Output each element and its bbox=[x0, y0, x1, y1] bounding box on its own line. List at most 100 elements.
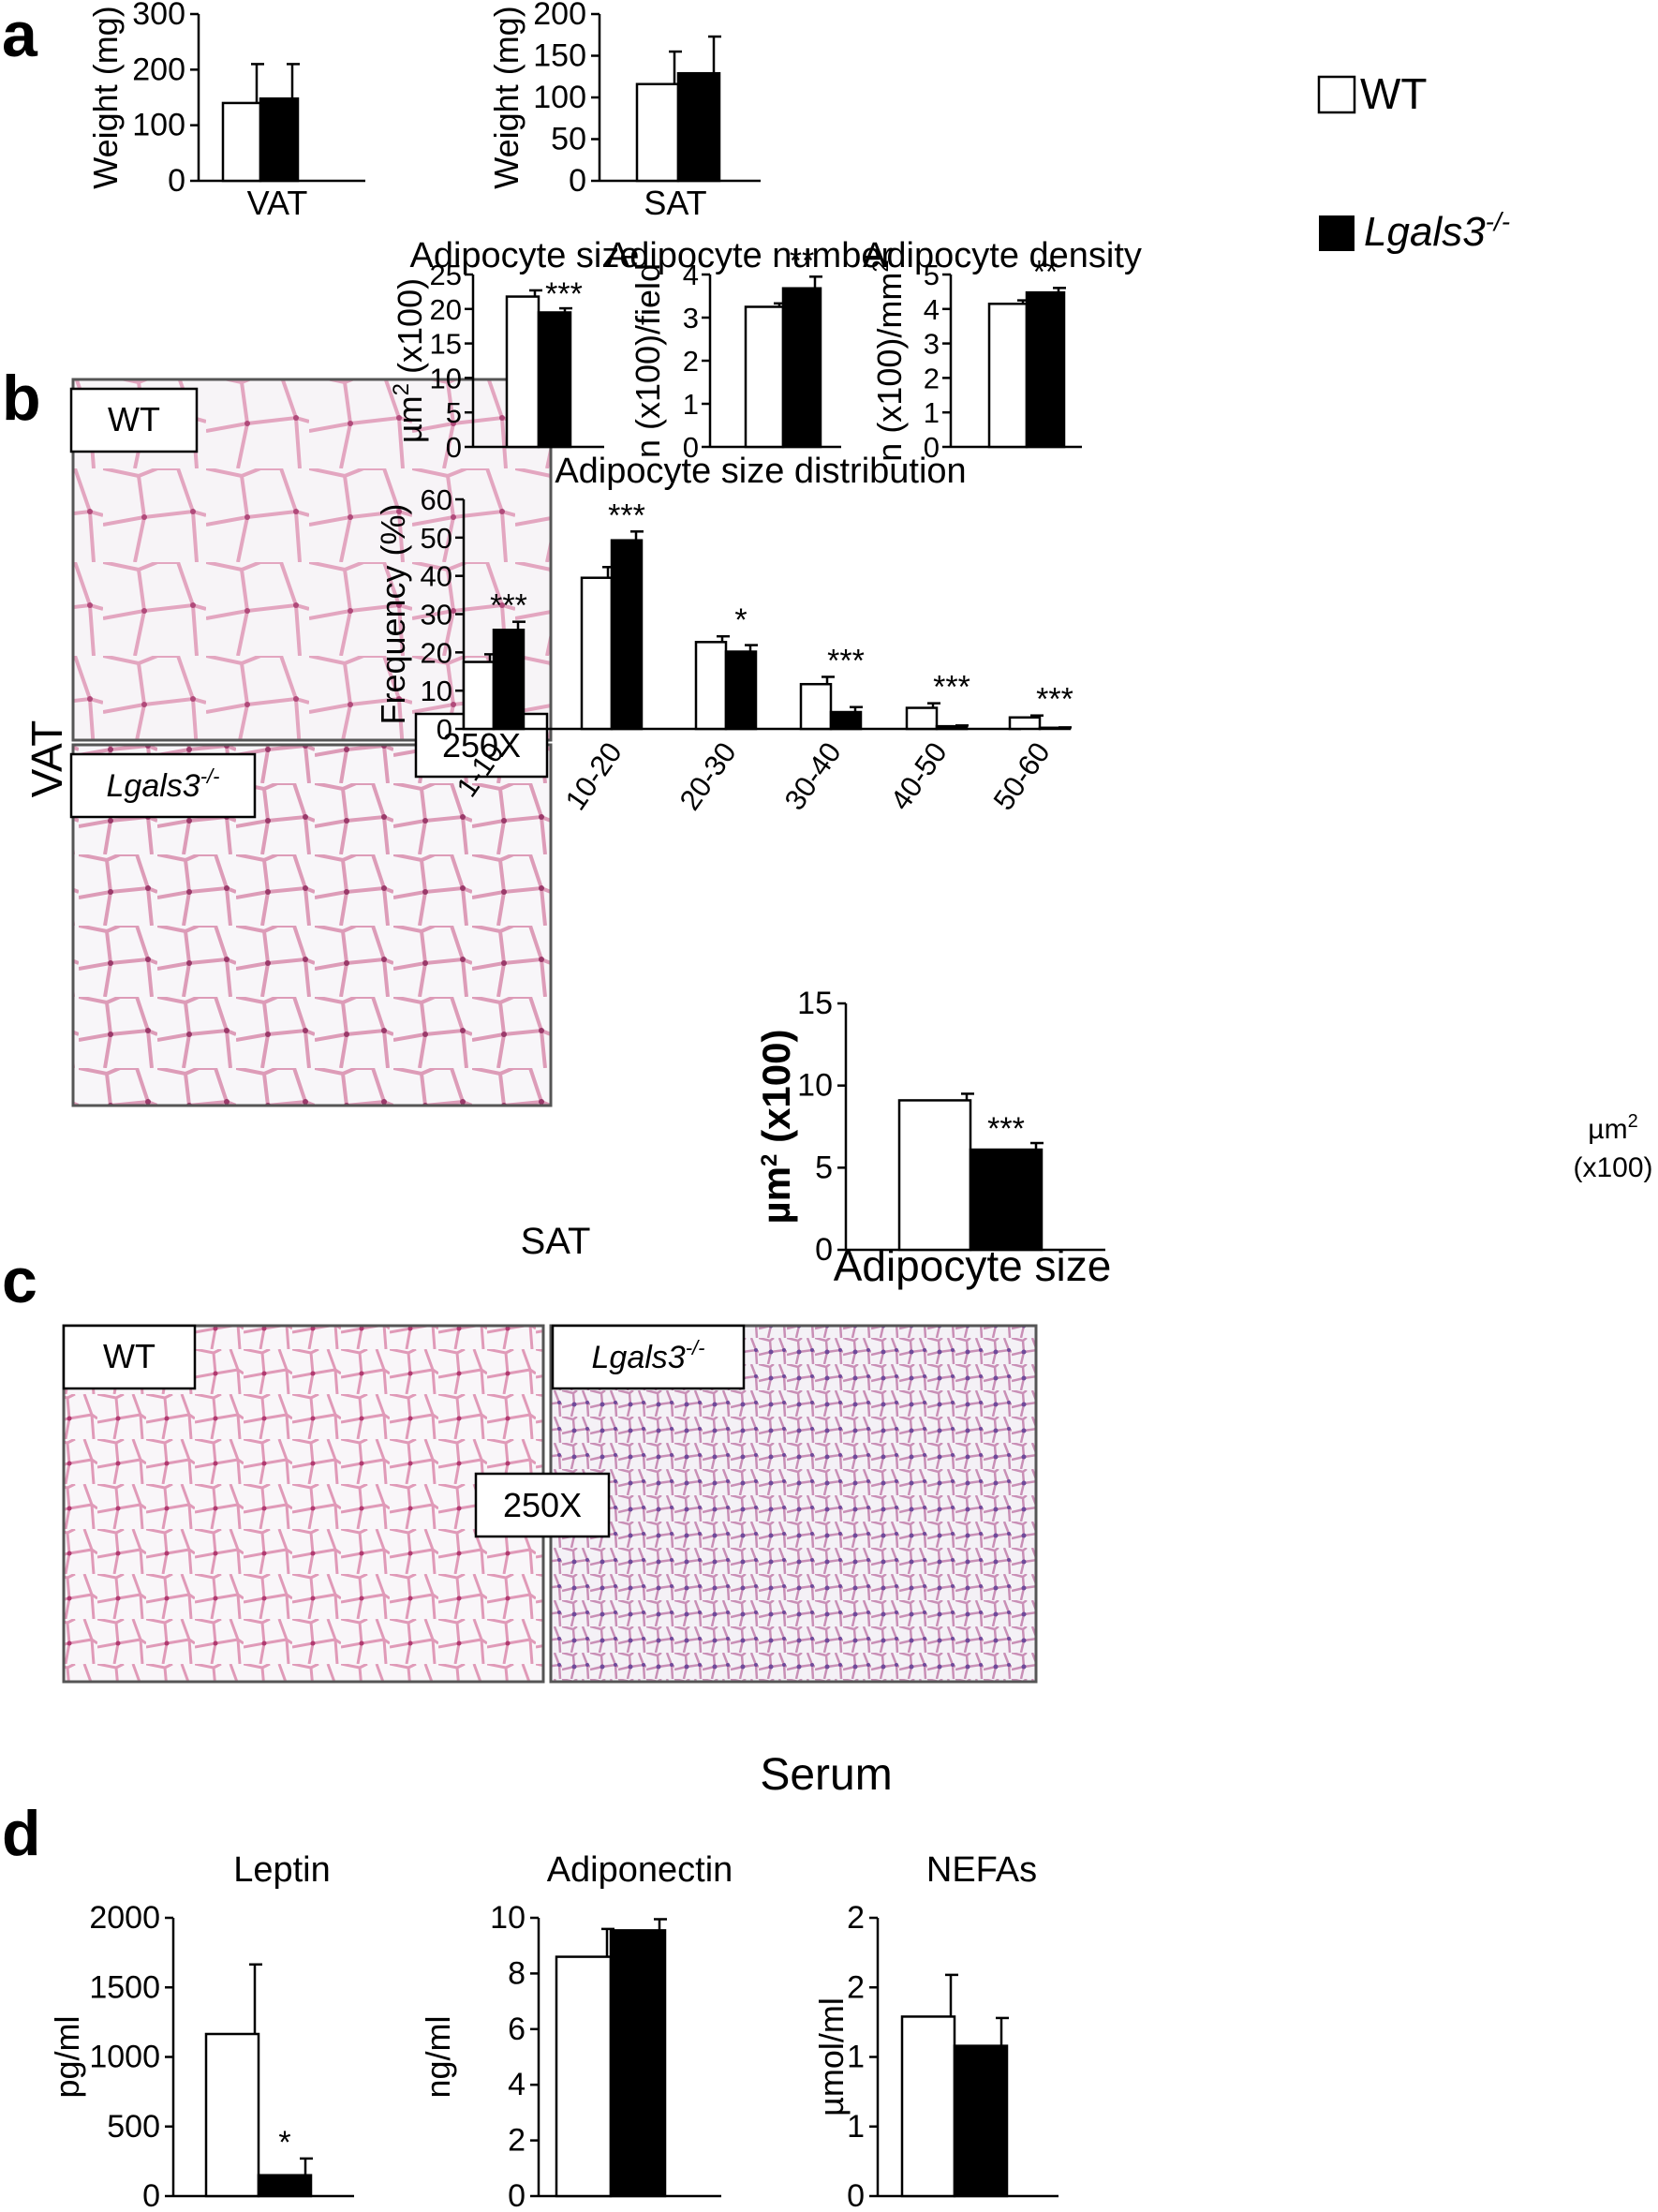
chart-title: Adipocyte size distribution bbox=[555, 452, 966, 491]
dist-unit-line1: µm2 bbox=[1588, 1111, 1637, 1145]
chart-title: Adipocyte density bbox=[863, 236, 1142, 275]
y-tick-label: 10 bbox=[797, 1068, 833, 1104]
y-tick-label: 30 bbox=[421, 599, 452, 631]
bar-wt bbox=[694, 641, 728, 731]
y-axis-label: pg/ml bbox=[48, 2015, 86, 2098]
bar-ko bbox=[609, 1929, 667, 2198]
y-tick-label: 100 bbox=[533, 80, 586, 115]
y-tick-label: 2 bbox=[924, 362, 940, 394]
y-tick-label: 20 bbox=[421, 636, 452, 669]
significance-marker: * bbox=[734, 602, 747, 638]
y-tick-label: 3 bbox=[683, 302, 699, 334]
x-tick-label: 50-60 bbox=[987, 736, 1057, 816]
y-tick-label: 2 bbox=[847, 1969, 865, 2005]
chart-d2: Adiponectin 0 2 4 6 8 10 ng/ml bbox=[419, 1850, 733, 2212]
y-tick-label: 5 bbox=[446, 396, 462, 429]
significance-marker: *** bbox=[545, 276, 583, 312]
panel-label-a: a bbox=[2, 0, 38, 70]
bar-ko bbox=[492, 628, 526, 731]
y-axis-label: ng/ml bbox=[419, 2015, 457, 2098]
vat-wt-tag-text: WT bbox=[108, 400, 160, 438]
legend-label-ko: Lgals3-/- bbox=[1364, 207, 1510, 255]
dist-unit-label: µm2 (x100) bbox=[1573, 1111, 1652, 1183]
x-tick-label: 10-20 bbox=[559, 736, 629, 816]
bar-ko bbox=[781, 287, 822, 449]
bar-wt bbox=[744, 305, 785, 449]
panel-label-c: c bbox=[2, 1245, 37, 1316]
bar-wt bbox=[1008, 716, 1042, 731]
y-tick-label: 1 bbox=[924, 396, 940, 429]
y-tick-label: 10 bbox=[430, 362, 462, 394]
vat-side-label: VAT bbox=[22, 720, 71, 798]
y-tick-label: 0 bbox=[924, 431, 940, 464]
chart-d1: Leptin 0 500 1000 1500 2000 pg/ml * bbox=[48, 1850, 354, 2212]
bar-wt bbox=[905, 706, 939, 731]
sat-wt-tag-text: WT bbox=[103, 1337, 155, 1375]
bar-ko bbox=[259, 96, 300, 183]
x-tick-label: 20-30 bbox=[674, 736, 743, 816]
y-tick-label: 6 bbox=[508, 2012, 526, 2047]
y-tick-label: 0 bbox=[569, 163, 586, 199]
bar-wt bbox=[580, 576, 614, 731]
y-axis-label: Frequency (%) bbox=[374, 503, 412, 724]
y-tick-label: 1 bbox=[683, 388, 699, 421]
y-axis-label: µm2 (x100) bbox=[389, 278, 429, 443]
x-tick-label: 40-50 bbox=[884, 736, 954, 816]
x-axis-label: SAT bbox=[644, 184, 706, 222]
y-tick-label: 0 bbox=[847, 2178, 865, 2212]
y-tick-label: 100 bbox=[132, 108, 185, 143]
y-tick-label: 10 bbox=[490, 1900, 526, 1936]
y-tick-label: 2 bbox=[683, 345, 699, 378]
y-tick-label: 5 bbox=[815, 1150, 833, 1185]
sat-mag-tag bbox=[474, 1472, 611, 1538]
bar-ko bbox=[829, 710, 863, 731]
y-tick-label: 2 bbox=[508, 2123, 526, 2159]
significance-marker: *** bbox=[827, 643, 865, 678]
y-tick-label: 8 bbox=[508, 1955, 526, 1991]
significance-marker: ** bbox=[790, 243, 814, 278]
bar-wt bbox=[897, 1099, 972, 1252]
dist-unit-line2: (x100) bbox=[1573, 1152, 1652, 1183]
y-tick-label: 4 bbox=[683, 259, 699, 291]
legend-swatch-ko bbox=[1319, 215, 1355, 251]
y-tick-label: 0 bbox=[815, 1232, 833, 1268]
significance-marker: *** bbox=[987, 1111, 1025, 1147]
y-tick-label: 60 bbox=[421, 483, 452, 516]
y-axis-label: Weight (mg) bbox=[86, 6, 125, 188]
y-tick-label: 10 bbox=[421, 675, 452, 707]
bar-wt bbox=[221, 101, 262, 183]
vat-micrographs: WT Lgals3-/- 250X VAT bbox=[22, 378, 553, 1107]
bar-wt bbox=[462, 661, 496, 731]
y-axis-label: Weight (mg) bbox=[487, 6, 526, 188]
y-tick-label: 4 bbox=[924, 293, 940, 326]
bar-ko bbox=[676, 71, 721, 183]
significance-marker: *** bbox=[490, 588, 527, 624]
y-tick-label: 0 bbox=[683, 431, 699, 464]
y-tick-label: 15 bbox=[430, 328, 462, 361]
y-tick-label: 300 bbox=[132, 0, 185, 32]
bar-ko bbox=[257, 2174, 313, 2198]
chart-title: Adiponectin bbox=[547, 1850, 733, 1890]
vat-wt-tag bbox=[69, 387, 199, 453]
bar-wt bbox=[555, 1955, 613, 2198]
vat-ko-tag bbox=[69, 752, 257, 819]
x-tick-label: 30-40 bbox=[778, 736, 848, 816]
sat-micrographs: SAT WT Lgals3-/- 250X bbox=[62, 1221, 1038, 1684]
y-axis-label: n (x100)/mm2 bbox=[868, 260, 909, 461]
y-tick-label: 200 bbox=[533, 0, 586, 32]
y-tick-label: 15 bbox=[797, 986, 833, 1021]
legend-label-wt: WT bbox=[1360, 69, 1428, 118]
significance-marker: ** bbox=[1033, 254, 1058, 289]
bar-ko bbox=[724, 650, 758, 731]
bar-wt bbox=[987, 303, 1029, 449]
y-tick-label: 20 bbox=[430, 293, 462, 326]
y-tick-label: 0 bbox=[446, 431, 462, 464]
y-tick-label: 4 bbox=[508, 2067, 526, 2102]
y-axis-label: µm2 (x100) bbox=[754, 1030, 798, 1225]
